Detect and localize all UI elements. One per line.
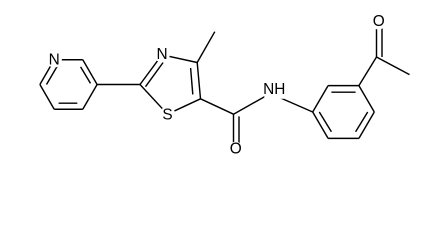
bond [233, 93, 270, 115]
page: N N S O NH O (() => { const data = JSON.… [39, 12, 410, 154]
molecule: N N S O NH O [39, 13, 410, 154]
atom-label: N [156, 46, 167, 63]
bond [358, 56, 378, 86]
structure-diagram: N N S O NH O [39, 13, 410, 154]
thiazole-ring [139, 54, 202, 115]
bond [200, 98, 234, 115]
methyl-bond [196, 31, 216, 63]
phenyl-ring [312, 84, 375, 140]
atom-label: NH [263, 81, 285, 98]
atom-label: O [373, 13, 385, 30]
bond [277, 95, 313, 113]
atom-label: O [230, 140, 242, 154]
methyl-bond [376, 56, 410, 76]
atom-label: S [162, 106, 172, 123]
atom-label: N [49, 51, 60, 68]
